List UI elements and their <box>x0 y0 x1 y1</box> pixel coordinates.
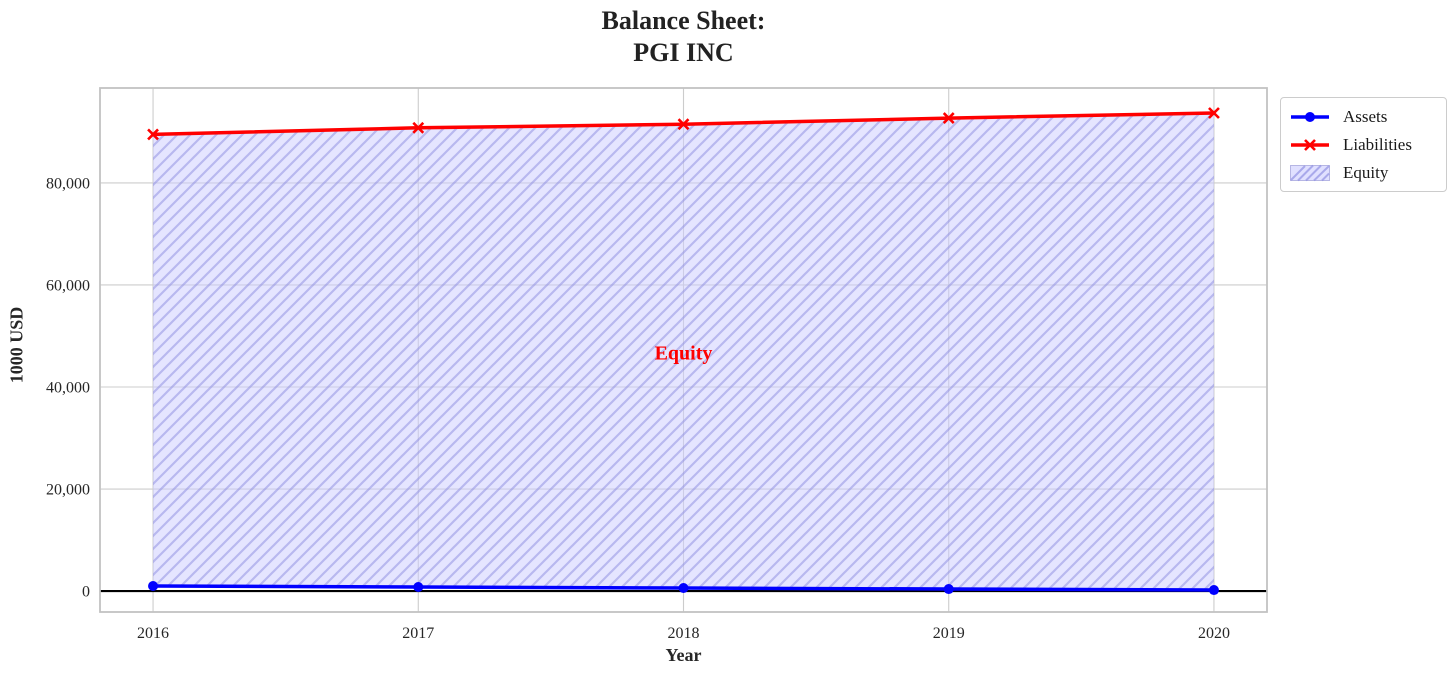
legend-item-equity: Equity <box>1289 159 1442 187</box>
y-axis-label: 1000 USD <box>6 306 27 384</box>
liabilities-marker <box>1208 107 1220 119</box>
x-axis-label: Year <box>665 645 702 665</box>
assets-marker <box>148 580 159 591</box>
legend-label-equity: Equity <box>1343 163 1389 182</box>
legend-label-liabilities: Liabilities <box>1343 135 1412 154</box>
x-tick-label: 2018 <box>668 625 700 642</box>
plot-border <box>99 87 1268 613</box>
legend: Assets Liabilities Equity <box>1280 97 1447 192</box>
assets-marker <box>943 584 954 595</box>
x-tick-label: 2019 <box>933 625 965 642</box>
assets-marker <box>1208 585 1219 596</box>
liabilities-marker <box>147 128 159 141</box>
x-tick-label: 2017 <box>402 625 434 642</box>
y-tick-label: 20,000 <box>46 482 90 499</box>
equity-hatch-swatch <box>1290 164 1330 182</box>
liabilities-line-swatch <box>1291 139 1329 151</box>
y-tick-label: 60,000 <box>46 277 90 294</box>
legend-item-assets: Assets <box>1289 103 1442 131</box>
equity-annotation: Equity <box>654 342 713 365</box>
liabilities-marker <box>942 112 955 125</box>
y-tick-label: 0 <box>82 584 90 601</box>
equity-area-hatch <box>153 113 1214 591</box>
assets-marker <box>678 583 689 594</box>
legend-label-assets: Assets <box>1343 107 1388 126</box>
chart-title-line2: PGI INC <box>633 38 734 67</box>
assets-marker <box>413 581 424 592</box>
assets-line-swatch <box>1291 112 1329 122</box>
x-tick-label: 2020 <box>1198 625 1230 642</box>
x-tick-label: 2016 <box>137 625 169 642</box>
legend-item-liabilities: Liabilities <box>1289 131 1442 159</box>
y-tick-label: 40,000 <box>46 379 90 396</box>
chart-title: Balance Sheet: PGI INC <box>100 5 1267 69</box>
liabilities-marker <box>412 121 425 134</box>
y-tick-label: 80,000 <box>46 175 90 192</box>
liabilities-marker <box>677 118 690 131</box>
chart-title-line1: Balance Sheet: <box>601 6 766 35</box>
